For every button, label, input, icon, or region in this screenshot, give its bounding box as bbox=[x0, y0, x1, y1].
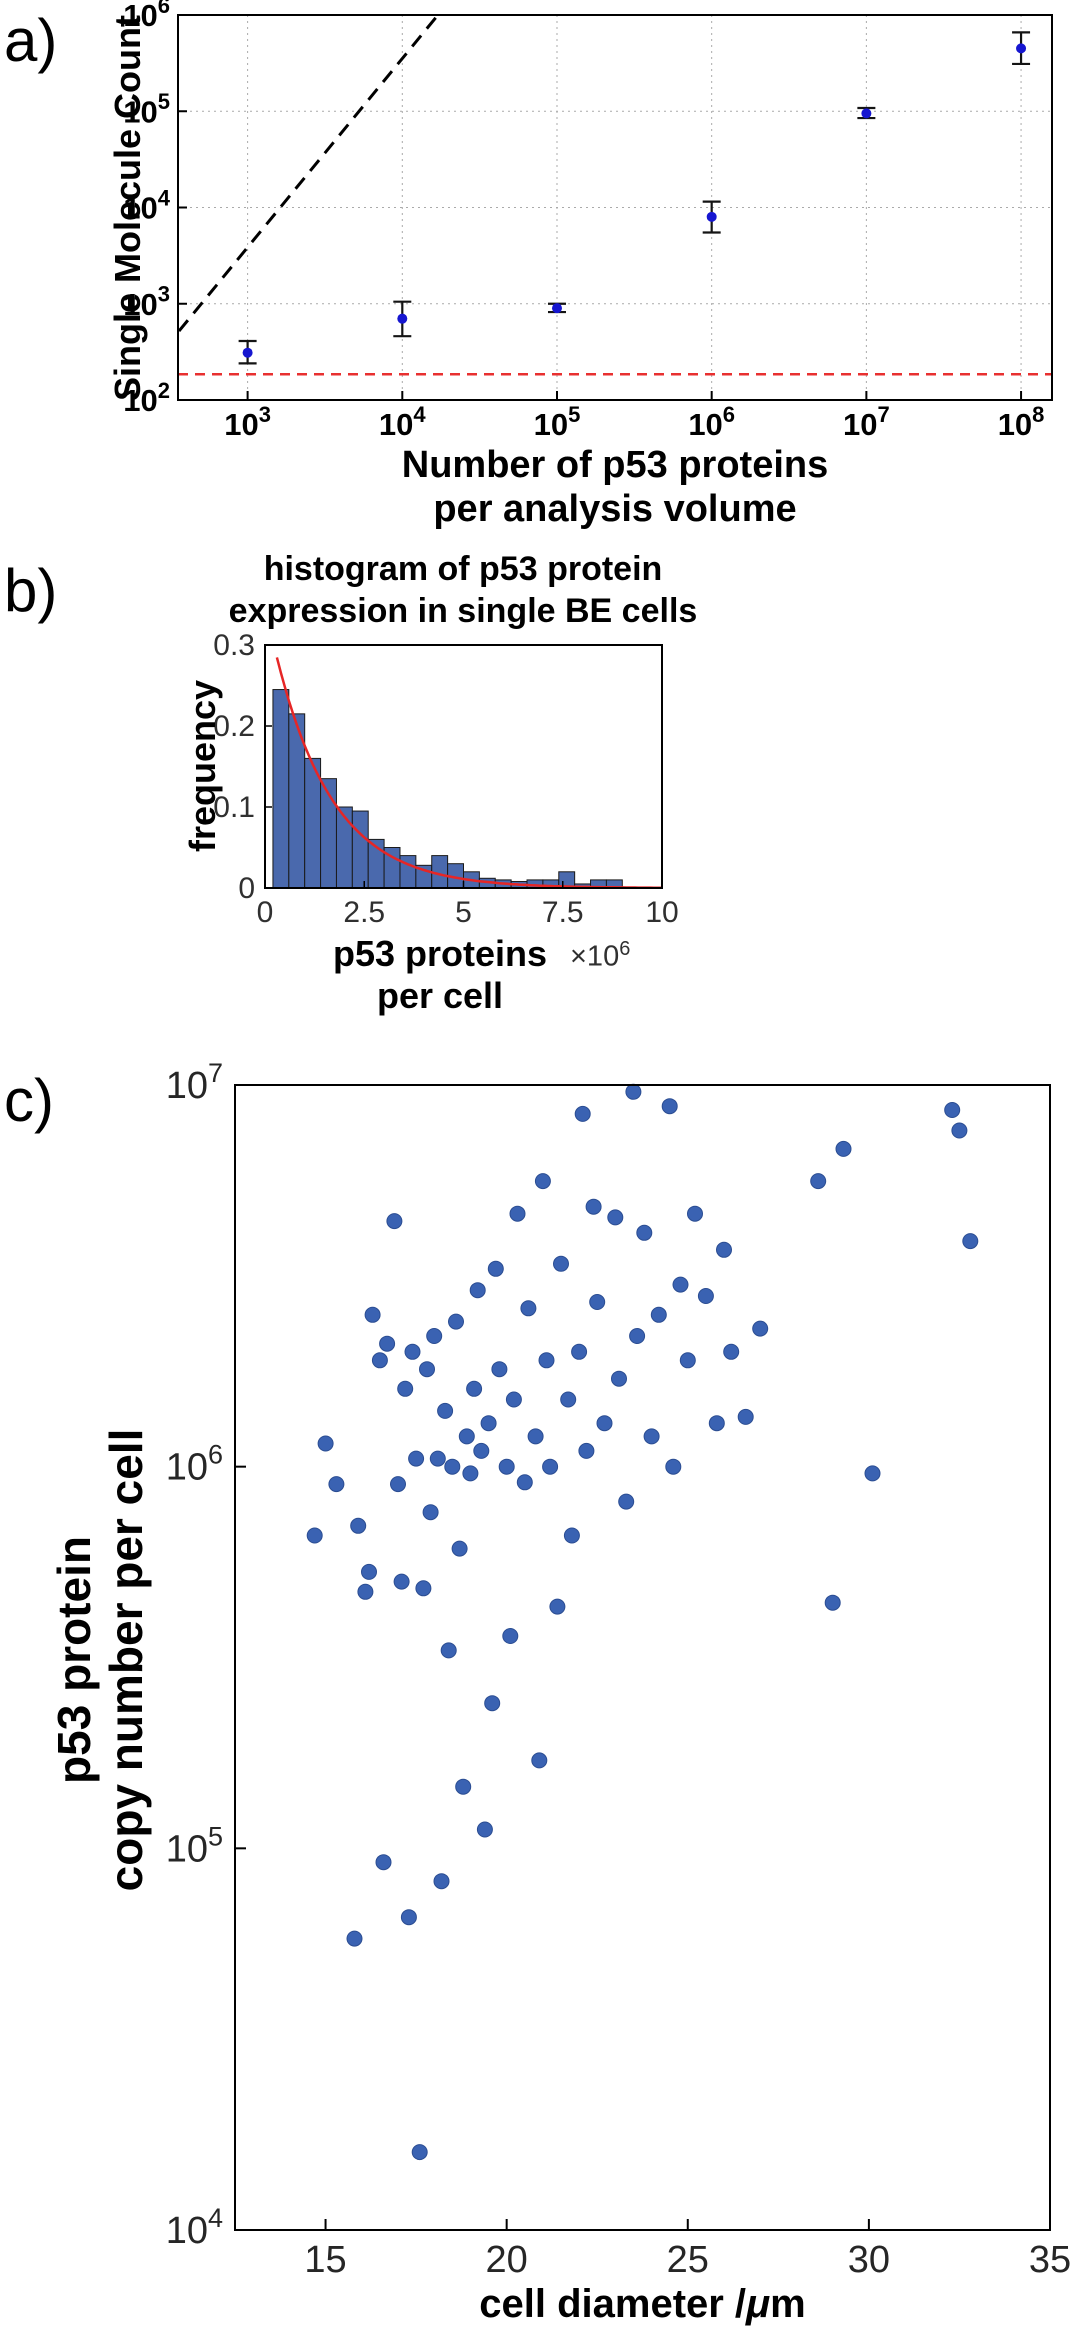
panel-c-letter: c) bbox=[4, 1067, 54, 1134]
svg-text:105: 105 bbox=[166, 1821, 223, 1870]
svg-text:2.5: 2.5 bbox=[343, 896, 385, 929]
svg-text:0.2: 0.2 bbox=[213, 710, 255, 743]
panel-b-letter: b) bbox=[4, 557, 58, 624]
xlabel-post: m bbox=[770, 2282, 806, 2326]
svg-text:105: 105 bbox=[534, 402, 581, 442]
panel-b-axis-multiplier: ×106 bbox=[570, 938, 630, 974]
svg-text:107: 107 bbox=[843, 402, 890, 442]
panel-c-y-axis-label: p53 protein copy number per cell bbox=[48, 1429, 152, 1892]
xlabel-pre: cell diameter / bbox=[479, 2282, 747, 2326]
panel-b-y-axis-label: frequency bbox=[182, 679, 223, 853]
panel-b-title-line1: histogram of p53 protein bbox=[263, 550, 663, 588]
panel-c-x-axis-label: cell diameter /μm bbox=[235, 2282, 1050, 2327]
svg-text:107: 107 bbox=[166, 1058, 223, 1107]
svg-text:104: 104 bbox=[166, 2203, 223, 2252]
svg-text:0: 0 bbox=[257, 896, 274, 929]
panel-b-chart: 0 2.5 5 7.5 10 0 0.1 0.2 0.3 bbox=[213, 629, 678, 929]
svg-text:104: 104 bbox=[123, 185, 170, 225]
panel-b-title-line2: expression in single BE cells bbox=[228, 592, 698, 630]
svg-text:30: 30 bbox=[848, 2239, 890, 2281]
multiplier-exponent: 6 bbox=[619, 938, 631, 960]
svg-text:103: 103 bbox=[224, 402, 271, 442]
panel-c-y-axis-label-line2: copy number per cell bbox=[100, 1428, 152, 1892]
svg-text:106: 106 bbox=[688, 402, 735, 442]
panel-a-x-axis-label-line2: per analysis volume bbox=[433, 488, 797, 530]
panel-b-x-axis-label-line2: per cell bbox=[376, 975, 504, 1016]
panel-a-letter: a) bbox=[4, 7, 58, 74]
svg-text:0: 0 bbox=[238, 872, 255, 905]
svg-text:35: 35 bbox=[1029, 2239, 1071, 2281]
panel-a-x-axis-label-line1: Number of p53 proteins bbox=[401, 444, 829, 486]
multiplier-base: ×10 bbox=[570, 940, 620, 973]
panel-c-y-axis-label-line1: p53 protein bbox=[48, 1536, 100, 1784]
svg-text:10: 10 bbox=[645, 896, 678, 929]
panel-b-x-axis-label-line1: p53 proteins bbox=[332, 933, 548, 974]
svg-text:7.5: 7.5 bbox=[542, 896, 584, 929]
svg-text:5: 5 bbox=[455, 896, 472, 929]
svg-text:20: 20 bbox=[486, 2239, 528, 2281]
svg-text:15: 15 bbox=[304, 2239, 346, 2281]
xlabel-mu: μ bbox=[746, 2282, 771, 2326]
svg-text:0.3: 0.3 bbox=[213, 629, 255, 662]
svg-text:0.1: 0.1 bbox=[213, 791, 255, 824]
panel-c-chart: 15 20 25 30 35 104 105 106 107 bbox=[166, 1058, 1071, 2281]
panel-a-y-axis-label: Single Molecule Count bbox=[107, 14, 148, 402]
svg-text:106: 106 bbox=[166, 1440, 223, 1489]
svg-text:25: 25 bbox=[667, 2239, 709, 2281]
svg-text:104: 104 bbox=[379, 402, 426, 442]
svg-text:108: 108 bbox=[998, 402, 1045, 442]
